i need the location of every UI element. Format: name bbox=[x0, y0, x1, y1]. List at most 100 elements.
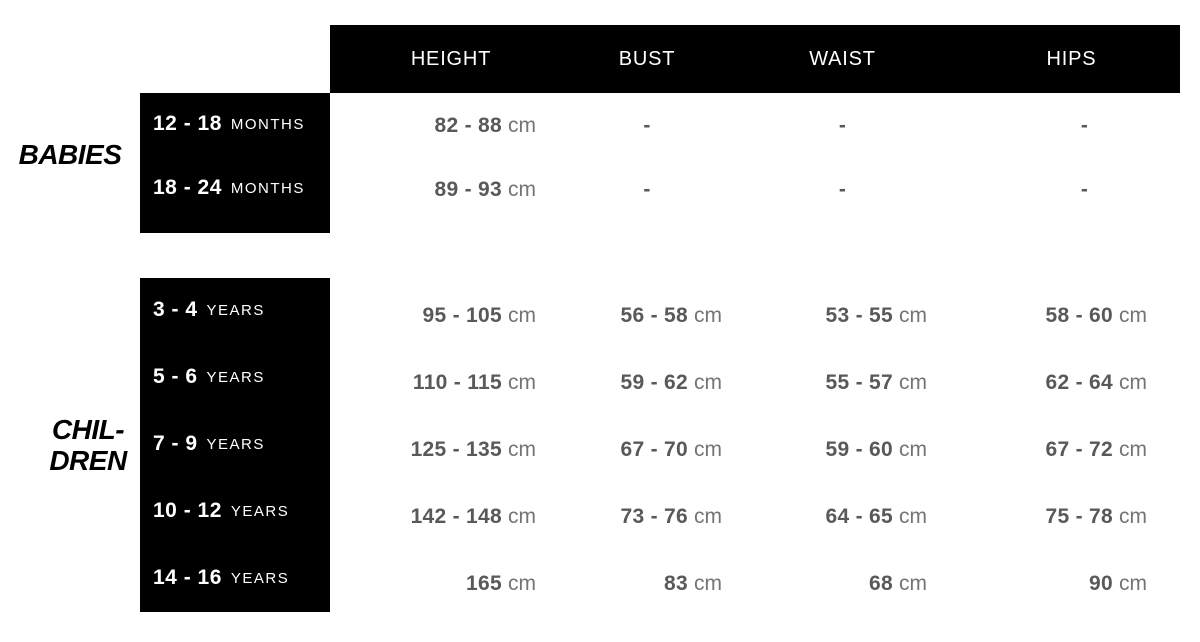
column-header-waist: WAIST bbox=[809, 47, 876, 70]
table-cell-hips: 75 - 78 cm bbox=[927, 499, 1180, 535]
cell-unit: cm bbox=[508, 371, 536, 394]
babies-size-box: 12 - 18 MONTHS 18 - 24 MONTHS bbox=[140, 93, 330, 233]
cell-unit: cm bbox=[1119, 572, 1147, 595]
cell-value: - bbox=[1080, 178, 1089, 201]
size-unit: YEARS bbox=[206, 368, 265, 386]
column-header-height: HEIGHT bbox=[410, 47, 492, 70]
cell-value: 89 - 93 bbox=[434, 178, 502, 201]
cell-value: 59 - 60 bbox=[825, 438, 893, 461]
cell-value: - bbox=[838, 178, 847, 201]
cell-unit: cm bbox=[508, 505, 536, 528]
table-cell-hips: - bbox=[958, 172, 1200, 208]
table-cell-waist: 53 - 55 cm bbox=[722, 298, 927, 334]
column-header-bar: HEIGHT BUST WAIST HIPS bbox=[330, 25, 1180, 93]
cell-value: - bbox=[643, 114, 651, 137]
table-cell-hips: 62 - 64 cm bbox=[927, 365, 1180, 401]
size-unit: MONTHS bbox=[230, 115, 305, 133]
size-range: 5 - 6 bbox=[153, 365, 198, 388]
cell-value: 59 - 62 bbox=[620, 371, 688, 394]
size-range: 14 - 16 bbox=[153, 566, 222, 589]
cell-unit: cm bbox=[899, 304, 927, 327]
cell-value: 95 - 105 bbox=[422, 304, 502, 327]
cell-value: 58 - 60 bbox=[1045, 304, 1113, 327]
cell-value: 55 - 57 bbox=[825, 371, 893, 394]
cell-value: 64 - 65 bbox=[825, 505, 893, 528]
cell-value: - bbox=[643, 178, 651, 201]
cell-unit: cm bbox=[694, 371, 722, 394]
size-label-10-12-years: 10 - 12 YEARS bbox=[140, 493, 330, 529]
cell-value: 165 bbox=[466, 572, 502, 595]
size-range: 10 - 12 bbox=[153, 499, 222, 522]
column-header-bust: BUST bbox=[618, 47, 676, 70]
table-cell-bust: - bbox=[554, 108, 740, 144]
size-unit: YEARS bbox=[206, 301, 265, 319]
table-cell-bust: - bbox=[554, 172, 740, 208]
group-label-babies: BABIES bbox=[18, 139, 122, 170]
cell-unit: cm bbox=[899, 438, 927, 461]
size-label-12-18-months: 12 - 18 MONTHS bbox=[140, 106, 330, 142]
size-label-18-24-months: 18 - 24 MONTHS bbox=[140, 170, 330, 206]
table-cell-waist: 55 - 57 cm bbox=[722, 365, 927, 401]
table-cell-height: 165 cm bbox=[330, 566, 536, 602]
cell-value: 62 - 64 bbox=[1045, 371, 1113, 394]
size-unit: YEARS bbox=[230, 502, 290, 520]
cell-unit: cm bbox=[1119, 505, 1147, 528]
table-cell-height: 82 - 88 cm bbox=[330, 108, 536, 144]
size-range: 3 - 4 bbox=[153, 298, 198, 321]
size-range: 12 - 18 bbox=[153, 112, 222, 135]
table-cell-hips: 67 - 72 cm bbox=[927, 432, 1180, 468]
cell-value: 142 - 148 bbox=[410, 505, 502, 528]
table-cell-bust: 67 - 70 cm bbox=[536, 432, 722, 468]
cell-value: 67 - 72 bbox=[1045, 438, 1113, 461]
table-cell-bust: 56 - 58 cm bbox=[536, 298, 722, 334]
column-header-hips: HIPS bbox=[1046, 47, 1097, 70]
cell-unit: cm bbox=[508, 572, 536, 595]
cell-unit: cm bbox=[1119, 438, 1147, 461]
cell-value: 75 - 78 bbox=[1045, 505, 1113, 528]
table-cell-waist: 64 - 65 cm bbox=[722, 499, 927, 535]
cell-value: - bbox=[1080, 114, 1089, 137]
table-cell-waist: 59 - 60 cm bbox=[722, 432, 927, 468]
cell-value: 83 bbox=[664, 572, 688, 595]
cell-value: 67 - 70 bbox=[620, 438, 688, 461]
cell-value: 68 bbox=[869, 572, 893, 595]
table-cell-waist: 68 cm bbox=[722, 566, 927, 602]
table-cell-bust: 59 - 62 cm bbox=[536, 365, 722, 401]
cell-unit: cm bbox=[694, 438, 722, 461]
cell-unit: cm bbox=[508, 178, 536, 201]
cell-value: - bbox=[838, 114, 847, 137]
table-cell-bust: 73 - 76 cm bbox=[536, 499, 722, 535]
size-range: 7 - 9 bbox=[153, 432, 198, 455]
table-cell-waist: - bbox=[740, 172, 945, 208]
size-label-7-9-years: 7 - 9 YEARS bbox=[140, 426, 330, 462]
size-range: 18 - 24 bbox=[153, 176, 222, 199]
cell-unit: cm bbox=[899, 505, 927, 528]
table-cell-hips: 58 - 60 cm bbox=[927, 298, 1180, 334]
table-cell-height: 125 - 135 cm bbox=[330, 432, 536, 468]
table-cell-bust: 83 cm bbox=[536, 566, 722, 602]
cell-value: 90 bbox=[1089, 572, 1113, 595]
babies-values-grid: 82 - 88 cm - - - 89 - 93 cm - - - bbox=[330, 93, 1180, 233]
table-cell-height: 142 - 148 cm bbox=[330, 499, 536, 535]
children-size-box: 3 - 4 YEARS 5 - 6 YEARS 7 - 9 YEARS 10 -… bbox=[140, 278, 330, 612]
cell-value: 53 - 55 bbox=[825, 304, 893, 327]
group-label-line: DREN bbox=[49, 445, 127, 476]
group-label-line: CHIL- bbox=[51, 414, 125, 445]
cell-unit: cm bbox=[899, 371, 927, 394]
table-cell-hips: - bbox=[958, 108, 1200, 144]
cell-unit: cm bbox=[899, 572, 927, 595]
table-cell-height: 95 - 105 cm bbox=[330, 298, 536, 334]
cell-unit: cm bbox=[694, 304, 722, 327]
cell-unit: cm bbox=[508, 304, 536, 327]
cell-unit: cm bbox=[1119, 371, 1147, 394]
table-cell-height: 89 - 93 cm bbox=[330, 172, 536, 208]
table-cell-waist: - bbox=[740, 108, 945, 144]
size-label-5-6-years: 5 - 6 YEARS bbox=[140, 359, 330, 395]
cell-unit: cm bbox=[508, 114, 536, 137]
table-cell-height: 110 - 115 cm bbox=[330, 365, 536, 401]
table-cell-hips: 90 cm bbox=[927, 566, 1180, 602]
cell-unit: cm bbox=[508, 438, 536, 461]
cell-value: 125 - 135 bbox=[410, 438, 502, 461]
cell-unit: cm bbox=[694, 505, 722, 528]
